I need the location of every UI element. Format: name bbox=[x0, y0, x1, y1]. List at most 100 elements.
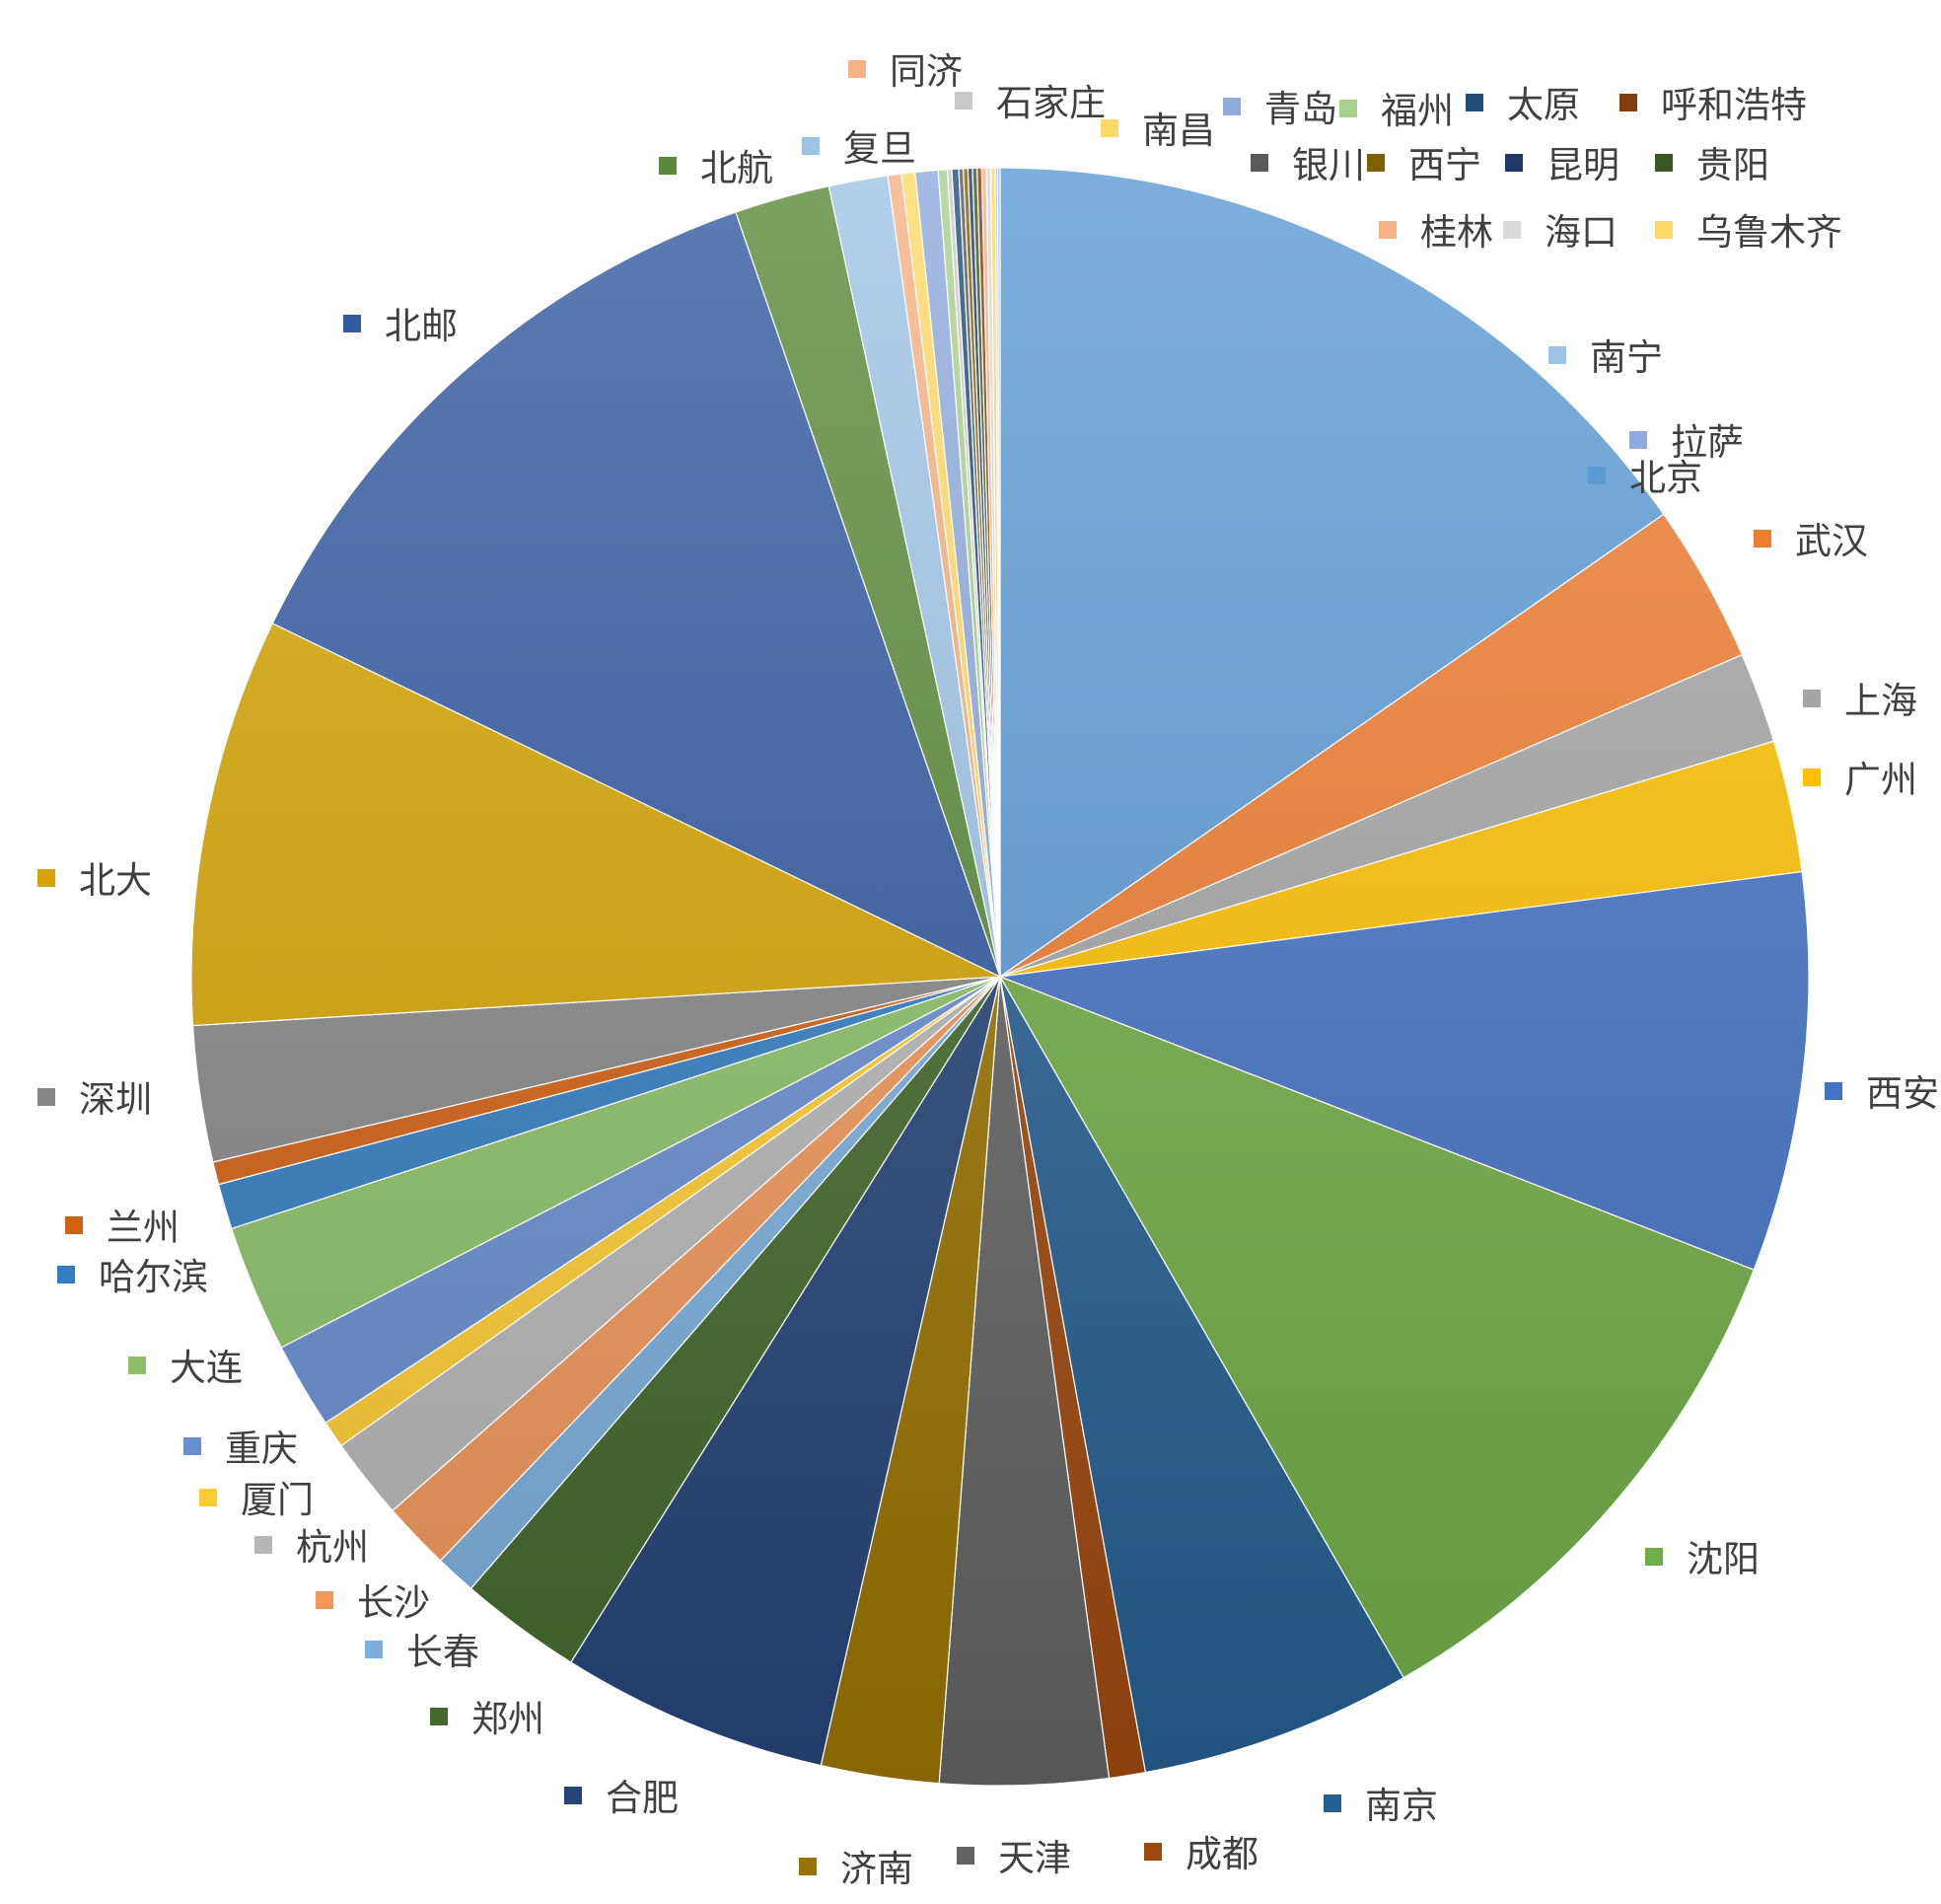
slice-label: 南宁 bbox=[1548, 336, 1663, 379]
slice-label-text: 南宁 bbox=[1590, 336, 1663, 379]
legend-swatch-icon bbox=[316, 1591, 333, 1609]
slice-label: 天津 bbox=[957, 1837, 1071, 1879]
slice-label-text: 长沙 bbox=[357, 1581, 430, 1624]
legend-swatch-icon bbox=[343, 315, 361, 332]
slice-label: 乌鲁木齐 bbox=[1655, 211, 1842, 254]
slice-label: 长春 bbox=[365, 1631, 479, 1673]
slice-label-text: 南昌 bbox=[1142, 110, 1215, 152]
slice-label: 青岛 bbox=[1223, 88, 1337, 130]
slice-label-text: 南京 bbox=[1365, 1785, 1438, 1827]
slice-label-text: 沈阳 bbox=[1687, 1538, 1760, 1580]
slice-label-text: 昆明 bbox=[1546, 144, 1619, 186]
pie-slice bbox=[190, 622, 1003, 1027]
legend-swatch-icon bbox=[365, 1641, 383, 1658]
legend-swatch-icon bbox=[1754, 530, 1771, 548]
slice-label-text: 北大 bbox=[79, 859, 152, 902]
slice-label: 桂林 bbox=[1379, 211, 1493, 254]
slice-label-text: 太原 bbox=[1507, 84, 1580, 126]
slice-label-text: 大连 bbox=[170, 1347, 243, 1389]
slice-label: 武汉 bbox=[1754, 520, 1868, 562]
slice-label: 银川 bbox=[1251, 144, 1365, 186]
slice-label: 杭州 bbox=[254, 1526, 369, 1569]
slice-label: 合肥 bbox=[564, 1777, 679, 1819]
legend-swatch-icon bbox=[37, 869, 55, 887]
legend-swatch-icon bbox=[65, 1216, 83, 1234]
slice-label-text: 桂林 bbox=[1420, 211, 1493, 254]
slice-label-text: 乌鲁木齐 bbox=[1696, 211, 1842, 254]
slice-label-text: 广州 bbox=[1844, 759, 1917, 801]
slice-label-text: 银川 bbox=[1292, 144, 1365, 186]
slice-label: 福州 bbox=[1339, 90, 1454, 132]
legend-swatch-icon bbox=[1367, 154, 1385, 172]
slice-label-text: 呼和浩特 bbox=[1661, 84, 1807, 126]
slice-label-text: 西安 bbox=[1866, 1072, 1939, 1115]
slice-label-text: 青岛 bbox=[1264, 88, 1337, 130]
slice-label-text: 同济 bbox=[890, 50, 963, 93]
slice-label-text: 拉萨 bbox=[1671, 421, 1744, 464]
slice-label-text: 福州 bbox=[1381, 90, 1454, 132]
slice-label-text: 武汉 bbox=[1795, 520, 1868, 562]
slice-label: 广州 bbox=[1803, 759, 1917, 801]
slice-label-text: 哈尔滨 bbox=[99, 1256, 208, 1298]
legend-swatch-icon bbox=[1588, 467, 1606, 484]
pie-slice bbox=[997, 167, 1001, 978]
pie-slices bbox=[190, 167, 1810, 1787]
legend-swatch-icon bbox=[183, 1437, 201, 1455]
slice-label: 厦门 bbox=[199, 1479, 314, 1521]
legend-swatch-icon bbox=[1505, 154, 1523, 172]
legend-swatch-icon bbox=[430, 1708, 448, 1725]
slice-label: 海口 bbox=[1503, 211, 1618, 254]
slice-label-text: 杭州 bbox=[296, 1526, 369, 1569]
legend-swatch-icon bbox=[1223, 98, 1241, 115]
legend-swatch-icon bbox=[955, 92, 972, 110]
slice-label: 北航 bbox=[659, 147, 773, 189]
legend-swatch-icon bbox=[1379, 221, 1397, 239]
slice-label: 沈阳 bbox=[1645, 1538, 1760, 1580]
slice-label-text: 石家庄 bbox=[996, 82, 1106, 124]
slice-label-text: 天津 bbox=[998, 1837, 1071, 1879]
legend-swatch-icon bbox=[1503, 221, 1521, 239]
pie-slice bbox=[998, 975, 1756, 1679]
legend-swatch-icon bbox=[848, 60, 866, 78]
slice-label: 呼和浩特 bbox=[1619, 84, 1807, 126]
slice-label-text: 北航 bbox=[700, 147, 773, 189]
pie-slice bbox=[999, 870, 1810, 1271]
legend-swatch-icon bbox=[1251, 154, 1268, 172]
legend-swatch-icon bbox=[199, 1489, 217, 1506]
slice-label-text: 兰州 bbox=[107, 1207, 180, 1249]
slice-label: 北京 bbox=[1588, 457, 1702, 499]
legend-swatch-icon bbox=[1466, 94, 1483, 111]
pie-slice bbox=[999, 167, 1665, 979]
legend-swatch-icon bbox=[799, 1858, 817, 1875]
slice-label-text: 厦门 bbox=[241, 1479, 314, 1521]
slice-label-text: 西宁 bbox=[1408, 144, 1481, 186]
pie-slice bbox=[271, 211, 1002, 979]
legend-swatch-icon bbox=[802, 137, 820, 155]
slice-label-text: 长春 bbox=[406, 1631, 479, 1673]
slice-label: 复旦 bbox=[802, 127, 916, 170]
slice-label: 昆明 bbox=[1505, 144, 1619, 186]
slice-label: 济南 bbox=[799, 1848, 913, 1890]
slice-label-text: 深圳 bbox=[79, 1078, 152, 1121]
slice-label: 北大 bbox=[37, 859, 152, 902]
legend-swatch-icon bbox=[1324, 1794, 1341, 1812]
legend-swatch-icon bbox=[1655, 154, 1673, 172]
slice-label-text: 复旦 bbox=[843, 127, 916, 170]
slice-label: 石家庄 bbox=[955, 82, 1106, 124]
slice-label-text: 海口 bbox=[1545, 211, 1618, 254]
slice-label: 成都 bbox=[1144, 1833, 1258, 1875]
slice-label-text: 北京 bbox=[1629, 457, 1702, 499]
legend-swatch-icon bbox=[957, 1847, 974, 1865]
slice-label: 南京 bbox=[1324, 1785, 1438, 1827]
slice-label-text: 贵阳 bbox=[1696, 144, 1769, 186]
slice-label: 太原 bbox=[1466, 84, 1580, 126]
slice-label: 兰州 bbox=[65, 1207, 180, 1249]
slice-label: 上海 bbox=[1803, 680, 1917, 722]
legend-swatch-icon bbox=[1629, 431, 1647, 449]
slice-label-text: 成都 bbox=[1186, 1833, 1258, 1875]
slice-label: 拉萨 bbox=[1629, 421, 1744, 464]
slice-label: 长沙 bbox=[316, 1581, 430, 1624]
slice-label: 深圳 bbox=[37, 1078, 152, 1121]
legend-swatch-icon bbox=[1825, 1082, 1842, 1100]
